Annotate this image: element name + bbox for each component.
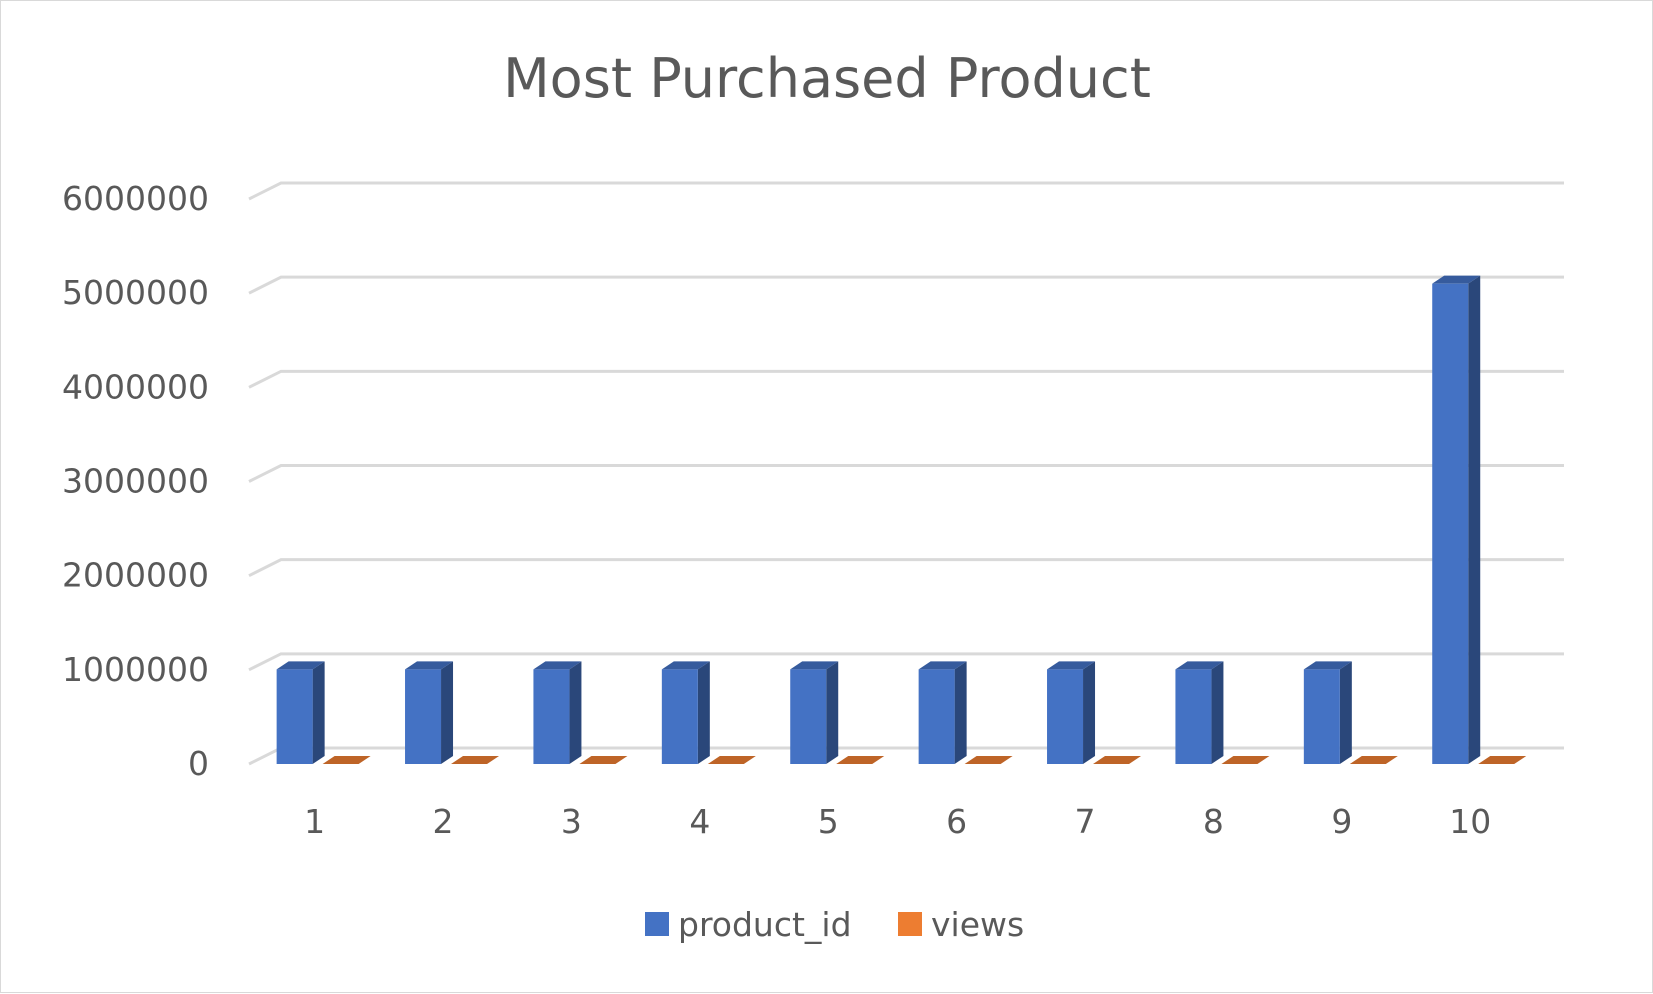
bar-views-1	[323, 756, 371, 764]
bar-product-id-4-front	[662, 669, 698, 764]
bar-product-id-7-front	[1047, 669, 1083, 764]
bar-views-3	[579, 756, 627, 764]
bar-views-3-top	[579, 756, 627, 764]
bar-product-id-7	[1047, 661, 1095, 764]
bar-views-1-top	[323, 756, 371, 764]
legend-swatch-views	[898, 912, 922, 936]
bar-views-9	[1350, 756, 1398, 764]
bar-product-id-2-side	[441, 661, 453, 764]
bar-product-id-9-side	[1340, 661, 1352, 764]
bar-views-8	[1221, 756, 1269, 764]
x-tick-label: 5	[818, 802, 839, 841]
y-tick-label: 2000000	[62, 556, 209, 595]
x-tick-label: 6	[946, 802, 967, 841]
bar-product-id-6-side	[955, 661, 967, 764]
bar-product-id-10-front	[1432, 284, 1468, 764]
y-tick-label: 3000000	[62, 462, 209, 501]
bar-views-7	[1093, 756, 1141, 764]
bar-product-id-9-front	[1304, 669, 1340, 764]
bar-product-id-6-front	[919, 669, 955, 764]
bars	[277, 276, 1527, 764]
y-tick-label: 4000000	[62, 367, 209, 406]
bar-product-id-5-front	[790, 669, 826, 764]
bar-product-id-6	[919, 661, 967, 764]
bar-views-10	[1478, 756, 1526, 764]
bar-product-id-4-side	[698, 661, 710, 764]
x-tick-label: 9	[1331, 802, 1352, 841]
x-tick-label: 8	[1203, 802, 1224, 841]
bar-views-9-top	[1350, 756, 1398, 764]
x-tick-label: 7	[1075, 802, 1096, 841]
y-axis-ticks: 0 1000000 2000000 3000000 4000000 5000000 6000…	[62, 179, 209, 783]
bar-views-5	[836, 756, 884, 764]
bar-product-id-8	[1175, 661, 1223, 764]
bar-product-id-3-front	[533, 669, 569, 764]
x-tick-label: 10	[1449, 802, 1491, 841]
legend: product_id views	[645, 905, 1024, 944]
bar-product-id-1-side	[313, 661, 325, 764]
bar-views-8-top	[1221, 756, 1269, 764]
legend-swatch-product-id	[645, 912, 669, 936]
bar-product-id-2-front	[405, 669, 441, 764]
x-tick-label: 4	[689, 802, 710, 841]
gridline	[249, 277, 1564, 293]
bar-views-4	[708, 756, 756, 764]
gridline	[249, 560, 1564, 576]
bar-views-6	[965, 756, 1013, 764]
gridline	[249, 466, 1564, 482]
y-tick-label: 0	[188, 744, 209, 783]
bar-product-id-3-side	[569, 661, 581, 764]
bar-product-id-5	[790, 661, 838, 764]
legend-label-views: views	[931, 905, 1024, 944]
gridline	[249, 371, 1564, 387]
bar-product-id-3	[533, 661, 581, 764]
bar-product-id-5-side	[826, 661, 838, 764]
y-tick-label: 1000000	[62, 650, 209, 689]
bar-product-id-4	[662, 661, 710, 764]
x-axis-ticks: 1 2 3 4 5 6 7 8 9 10	[304, 802, 1491, 841]
bar-product-id-1-front	[277, 669, 313, 764]
bar-views-10-top	[1478, 756, 1526, 764]
bar-product-id-7-side	[1083, 661, 1095, 764]
bar-product-id-10	[1432, 276, 1480, 764]
bar-product-id-9	[1304, 661, 1352, 764]
bar-views-2	[451, 756, 499, 764]
x-tick-label: 1	[304, 802, 325, 841]
bar-views-6-top	[965, 756, 1013, 764]
bar-views-2-top	[451, 756, 499, 764]
bar-views-4-top	[708, 756, 756, 764]
x-tick-label: 2	[433, 802, 454, 841]
bar-product-id-10-side	[1468, 276, 1480, 764]
bar-product-id-8-side	[1211, 661, 1223, 764]
y-tick-label: 5000000	[62, 273, 209, 312]
gridline	[249, 183, 1564, 199]
bar-product-id-8-front	[1175, 669, 1211, 764]
legend-label-product-id: product_id	[678, 905, 852, 944]
x-tick-label: 3	[561, 802, 582, 841]
bar-product-id-2	[405, 661, 453, 764]
chart-title: Most Purchased Product	[503, 47, 1151, 110]
bar-views-7-top	[1093, 756, 1141, 764]
bar-views-5-top	[836, 756, 884, 764]
y-tick-label: 6000000	[62, 179, 209, 218]
bar-product-id-1	[277, 661, 325, 764]
